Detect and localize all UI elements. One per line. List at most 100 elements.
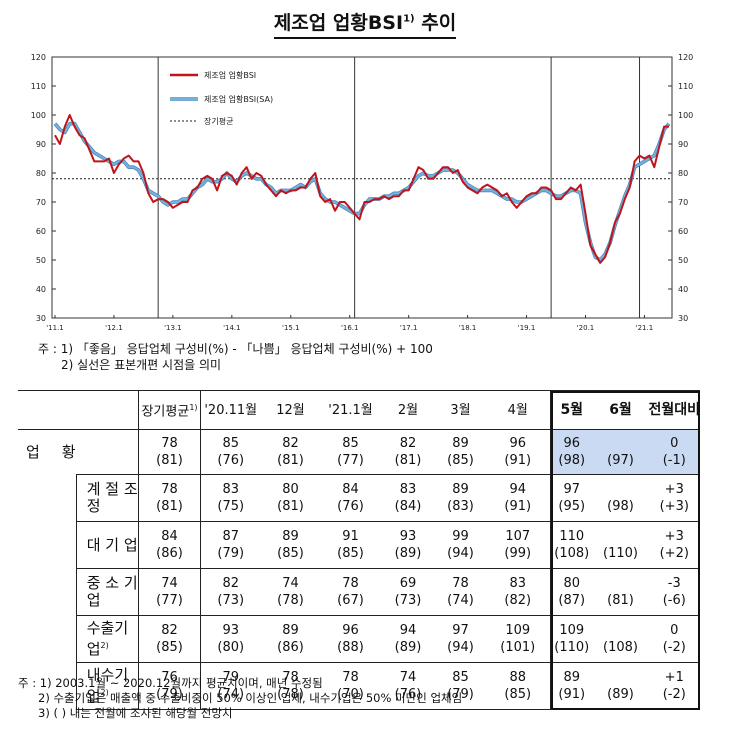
cell-forecast: (67)	[337, 593, 364, 608]
table-cell: 110 (108)	[550, 521, 593, 569]
chart-note-1: 주 : 1) 「좋음」 응답업체 구성비(%) - 「나쁨」 응답업체 구성비(…	[38, 342, 433, 356]
cell-forecast: (98)	[558, 453, 586, 468]
table-row: 중 소 기 업 74 (77) 82 (73) 74 (78) 78 (67) 69 (73) 78 (…	[18, 568, 701, 616]
row-indent	[18, 616, 76, 663]
cell-forecast: (82)	[504, 593, 532, 608]
table-cell: +3 (+3)	[648, 474, 701, 522]
cell-actual: 97	[452, 623, 469, 638]
cell-actual: 91	[342, 529, 359, 544]
cell-forecast: (+3)	[659, 499, 689, 514]
cell-forecast: (89)	[394, 640, 422, 655]
cell-actual: 80	[563, 576, 581, 591]
cell-forecast: (99)	[504, 546, 532, 561]
x-tick-label: '13.1	[164, 324, 182, 332]
cell-forecast: (77)	[156, 593, 183, 608]
table-cell: 94 (89)	[380, 615, 436, 663]
cell-forecast: (81)	[277, 453, 304, 468]
cell-forecast: (89)	[607, 687, 634, 702]
table-cell: 82 (81)	[261, 430, 321, 475]
table-notes: 주 : 1) 2003.1월 ~ 2020.12월까지 평균치이며, 매년 수정…	[18, 676, 462, 721]
cell-actual: 78	[452, 576, 469, 591]
table-row: 수출기업2) 82 (85) 93 (80) 89 (86) 96 (88) 94 (89) 97 (9…	[18, 615, 701, 663]
cell-actual: 107	[505, 529, 531, 544]
table-row: 내수기업2) 76 (79) 79 (74) 78 (78) 78 (70) 74 (76) 85 (7…	[18, 662, 701, 710]
table-row: 업황 78 (81) 85 (76) 82 (81) 85 (77) 82 (81) 89 (85) 96…	[18, 429, 701, 475]
y-tick-label-right: 30	[678, 314, 688, 323]
cell-actual: 94	[399, 623, 417, 638]
cell-actual: 109	[559, 623, 585, 638]
table-cell: 69 (73)	[380, 568, 436, 616]
cell-forecast: (83)	[447, 499, 474, 514]
x-tick-label: '15.1	[282, 324, 300, 332]
y-tick-label-right: 70	[678, 198, 688, 207]
cell-actual	[593, 575, 649, 592]
row-label: 중 소 기 업	[75, 568, 140, 616]
title-footnote-mark: 1)	[403, 13, 415, 25]
table-cell: 89 (83)	[435, 474, 486, 522]
table-cell: 97 (95)	[550, 474, 593, 522]
cell-forecast: (73)	[217, 593, 245, 608]
table-cell: 0 (-2)	[648, 615, 701, 663]
x-tick-label: '20.1	[577, 324, 595, 332]
cell-forecast: (78)	[277, 593, 304, 608]
cell-actual: 78	[282, 670, 299, 685]
chart-notes: 주 : 1) 「좋음」 응답업체 구성비(%) - 「나쁨」 응답업체 구성비(…	[38, 341, 433, 373]
cell-forecast: (98)	[607, 499, 634, 514]
cell-actual: 110	[559, 529, 585, 544]
cell-forecast: (84)	[394, 499, 422, 514]
table-cell: 78 (81)	[138, 429, 201, 475]
cell-actual	[593, 669, 649, 686]
table-cell: 85 (76)	[201, 430, 261, 475]
cell-actual: 82	[399, 436, 417, 451]
cell-forecast: (73)	[394, 593, 422, 608]
cell-actual: 82	[161, 623, 178, 638]
cell-actual: 85	[452, 670, 469, 685]
cell-forecast: (74)	[447, 593, 474, 608]
y-tick-label-left: 100	[31, 111, 46, 120]
y-tick-label-right: 100	[678, 111, 693, 120]
cell-actual: 78	[342, 576, 359, 591]
row-label: 수출기업2)	[75, 615, 140, 663]
y-tick-label-left: 80	[36, 169, 46, 178]
cell-forecast: (91)	[558, 687, 586, 702]
column-header: '20.11월	[200, 390, 261, 430]
cell-actual: 89	[452, 436, 469, 451]
cell-actual: 74	[282, 576, 299, 591]
column-header: 전월대비	[648, 390, 701, 430]
table-cell: 96 (91)	[485, 429, 551, 475]
row-indent	[18, 475, 76, 522]
cell-actual: 69	[399, 576, 417, 591]
cell-actual: 89	[282, 623, 299, 638]
cell-actual: 78	[161, 482, 178, 497]
y-tick-label-left: 90	[36, 140, 46, 149]
table-cell: 89 (91)	[550, 662, 593, 710]
cell-forecast: (85)	[447, 453, 474, 468]
cell-forecast: (70)	[337, 687, 364, 702]
cell-actual: 87	[222, 529, 240, 544]
cell-actual: 96	[509, 436, 527, 451]
chart-note-2: 2) 실선은 표본개편 시점을 의미	[61, 358, 222, 372]
table-cell: 87 (79)	[200, 521, 261, 569]
table-cell: 74 (78)	[260, 568, 321, 616]
cell-actual: 94	[509, 482, 527, 497]
table-cell: 89 (85)	[260, 521, 321, 569]
cell-actual: 80	[282, 482, 299, 497]
table-row: 대 기 업 84 (86) 87 (79) 89 (85) 91 (85) 93 (89) 99 (94…	[18, 521, 701, 569]
table-cell: 83 (75)	[200, 474, 261, 522]
table-row: 계 절 조 정 78 (81) 83 (75) 80 (81) 84 (76) 83 (84) 89 (…	[18, 474, 701, 522]
cell-forecast: (81)	[607, 593, 634, 608]
table-cell: (108)	[592, 615, 649, 663]
cell-actual	[593, 481, 649, 498]
cell-actual	[593, 435, 649, 452]
table-cell: 109 (110)	[550, 615, 593, 663]
cell-forecast: (91)	[504, 453, 532, 468]
column-header: 3월	[435, 390, 486, 430]
table-cell: (97)	[592, 429, 649, 475]
column-header: 12월	[260, 390, 321, 430]
table-cell: 85 (77)	[321, 430, 381, 475]
table-cell: 84 (86)	[138, 521, 201, 569]
row-label: 대 기 업	[75, 521, 140, 569]
cell-actual: 97	[563, 482, 581, 497]
column-header: 5월	[550, 390, 593, 430]
y-tick-label-left: 60	[36, 227, 46, 236]
